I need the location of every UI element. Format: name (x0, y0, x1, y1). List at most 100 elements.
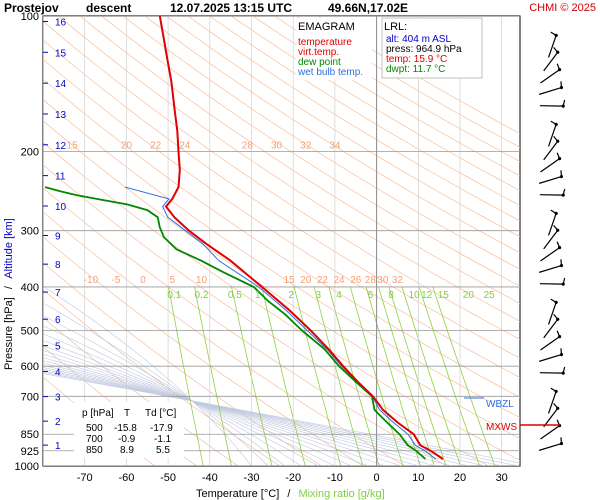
svg-text:Temperature [°C] /: Temperature [°C] / Mixing ratio [g/kg] (196, 488, 385, 500)
wind-barb (540, 419, 562, 440)
dry-adiabat (144, 16, 520, 254)
lrl-title: LRL: (384, 21, 407, 33)
dry-adiabat (79, 16, 520, 304)
table-row-500-p: 500 (86, 423, 103, 434)
x-tick-label: -30 (244, 472, 260, 484)
table-row-700-t: -0.9 (118, 434, 136, 445)
mixing-ratio-label: 15 (438, 290, 450, 301)
dry-adiabat-label: -5 (112, 275, 121, 286)
altitude-tick-label: 8 (55, 260, 61, 271)
dry-adiabat (43, 78, 520, 398)
mxws-marker: MXWS (486, 422, 560, 433)
y-tick-label: 100 (21, 11, 39, 23)
x-tick-label: -20 (285, 472, 301, 484)
mixing-ratio-label: 4 (336, 290, 342, 301)
x-axis-title-sep: / (287, 488, 291, 500)
wind-barb (543, 47, 560, 72)
wind-barb (538, 437, 564, 451)
dry-adiabat (122, 16, 520, 270)
x-tick-label: 0 (374, 472, 380, 484)
wind-barb (547, 387, 558, 414)
wind-barb (540, 241, 562, 262)
mxws-label: MXWS (486, 422, 517, 433)
wind-barb (543, 225, 560, 250)
wbzl-label: WBZL (486, 399, 514, 410)
x-tick-label: 10 (412, 472, 424, 484)
dry-adiabat (209, 16, 520, 206)
x-tick-label: -10 (327, 472, 343, 484)
x-tick-label: -50 (160, 472, 176, 484)
dry-adiabat-label: 20 (300, 275, 312, 286)
dry-adiabat-label: 22 (150, 140, 162, 151)
chart-title-datetime: 12.07.2025 13:15 UTC (170, 1, 292, 15)
dry-adiabat-label: 20 (121, 140, 133, 151)
dry-adiabat (166, 16, 520, 238)
y-axis-title: Pressure [hPa] / Altitude [km] (3, 218, 15, 370)
mixing-ratio-label: 0.5 (228, 290, 242, 301)
wind-barb (539, 99, 566, 108)
altitude-tick-label: 11 (55, 172, 66, 183)
dry-adiabat-label: 5 (169, 275, 175, 286)
altitude-tick-label: 4 (55, 367, 61, 378)
x-tick-label: 20 (454, 472, 466, 484)
dry-adiabat-label: 30 (377, 275, 389, 286)
wind-barb (538, 259, 564, 273)
wind-barb (540, 152, 562, 173)
table-row-500-t: -15.8 (114, 423, 137, 434)
wind-barb (538, 81, 564, 95)
y-tick-label: 1000 (15, 461, 39, 473)
table-row-700-td: -1.1 (154, 434, 172, 445)
lrl-box: LRL: alt: 404 m ASL press: 964.9 hPa tem… (381, 17, 483, 79)
lrl-dwpt: dwpt: 11.7 °C (386, 64, 445, 75)
mixing-ratio-label: 12 (421, 290, 433, 301)
y-tick-label: 300 (21, 226, 39, 238)
altitude-tick-label: 5 (55, 342, 61, 353)
data-series (44, 16, 444, 460)
chart-title-mode: descent (86, 1, 131, 15)
mixing-ratio-label: 10 (409, 290, 421, 301)
dry-adiabat-label: 28 (242, 140, 254, 151)
svg-text:Pressure [hPa] / A: Pressure [hPa] / Altitude [km] (3, 218, 15, 370)
altitude-tick-label: 6 (55, 315, 61, 326)
wind-barb (540, 330, 562, 351)
wind-barb (543, 403, 560, 428)
dry-adiabat-label: 0 (140, 275, 146, 286)
y-tick-label: 850 (21, 429, 39, 441)
mixing-ratio-label: 3 (315, 290, 321, 301)
dry-adiabat-label: 32 (392, 275, 404, 286)
x-tick-label: -60 (118, 472, 134, 484)
table-header-t: T (124, 408, 130, 419)
legend-title: EMAGRAM (298, 21, 355, 33)
altitude-tick-label: 16 (55, 17, 67, 28)
wind-barbs (538, 31, 566, 451)
mixing-ratio-label: 20 (463, 290, 475, 301)
legend-item-temperature: temperature (298, 37, 352, 48)
copyright: CHMI © 2025 (529, 2, 596, 14)
table-row-700-p: 700 (86, 434, 103, 445)
series-dew-point-line (44, 186, 426, 460)
series-temperature-line (158, 16, 444, 460)
x-tick-label: -70 (77, 472, 93, 484)
altitude-tick-label: 13 (55, 110, 67, 121)
dry-adiabat-label: 24 (334, 275, 346, 286)
plot-area (42, 15, 521, 467)
table-row-850-p: 850 (86, 445, 103, 456)
mixing-ratio-label: 0.1 (167, 290, 181, 301)
series-wet-bulb-line (124, 186, 437, 460)
dry-adiabat-label: 34 (329, 140, 341, 151)
value-table: p [hPa] T Td [°C] 500 -15.8 -17.9 700 -0… (74, 402, 184, 458)
mixing-ratio-label: 8 (388, 290, 394, 301)
table-header-td: Td [°C] (145, 408, 176, 419)
mixing-ratio-label: 0.2 (195, 290, 209, 301)
dry-adiabat-label: 10 (196, 275, 208, 286)
mixing-ratio-label: 1 (255, 290, 261, 301)
altitude-tick-label: 2 (55, 417, 61, 428)
dry-adiabat (43, 58, 520, 378)
x-axis-title-temp: Temperature [°C] (196, 488, 279, 500)
mixing-ratio-label: 2 (288, 290, 294, 301)
lrl-temp: temp: 15.9 °C (386, 54, 447, 65)
x-tick-label: -40 (202, 472, 218, 484)
chart-title-station: Prostejov (4, 1, 59, 15)
wind-barb (543, 314, 560, 339)
wind-barb (540, 63, 562, 84)
